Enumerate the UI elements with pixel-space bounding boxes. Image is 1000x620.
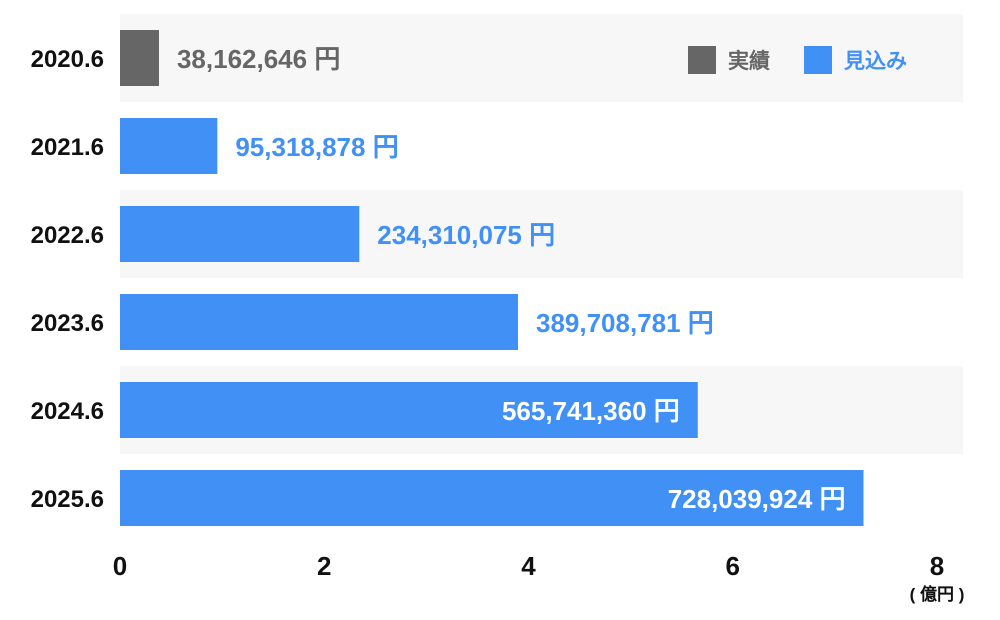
category-label: 2022.6 (31, 222, 104, 249)
value-label: 38,162,646 円 (177, 44, 340, 74)
x-tick-label: 0 (113, 551, 127, 581)
legend-label: 見込み (844, 50, 907, 73)
category-label: 2024.6 (31, 398, 104, 425)
row-band (120, 102, 963, 190)
category-label: 2020.6 (31, 46, 104, 73)
legend-swatch (804, 46, 832, 74)
category-label: 2025.6 (31, 486, 104, 513)
x-tick-label: 4 (521, 551, 536, 581)
x-tick-label: 6 (726, 551, 740, 581)
value-label: 95,318,878 円 (235, 132, 398, 162)
legend-swatch (688, 46, 716, 74)
x-tick-label: 8 (930, 551, 944, 581)
bar (120, 30, 159, 86)
value-label: 234,310,075 円 (377, 220, 555, 250)
bar (120, 470, 864, 526)
bar (120, 118, 218, 174)
x-axis-unit: ( 億円 ) (910, 584, 965, 604)
bar (120, 294, 518, 350)
category-label: 2023.6 (31, 310, 104, 337)
category-label: 2021.6 (31, 134, 104, 161)
value-label: 565,741,360 円 (502, 396, 680, 426)
bar (120, 206, 360, 262)
legend-label: 実績 (728, 49, 770, 73)
bar (120, 382, 698, 438)
value-label: 728,039,924 円 (668, 484, 846, 514)
x-tick-label: 2 (317, 551, 331, 581)
value-label: 389,708,781 円 (536, 308, 714, 338)
